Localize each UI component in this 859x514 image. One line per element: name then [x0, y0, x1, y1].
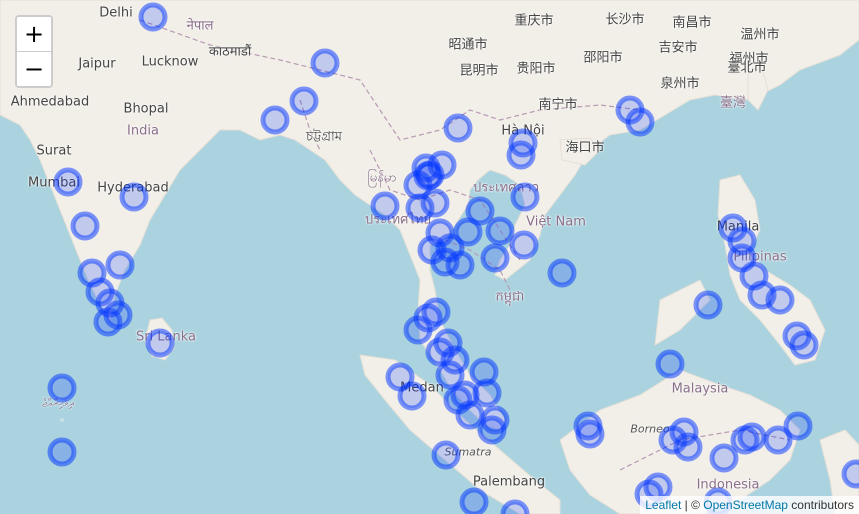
label-changsha: 长沙市: [605, 12, 645, 28]
label-nanchang: 南昌市: [672, 15, 712, 31]
label-guiyang: 贵阳市: [516, 61, 556, 77]
label-myanmar: မြန်မာ: [367, 170, 397, 186]
zoom-out-button[interactable]: −: [17, 51, 51, 86]
circle-marker-45[interactable]: [397, 381, 427, 411]
circle-marker-26[interactable]: [370, 191, 400, 221]
zoom-in-button[interactable]: +: [17, 17, 51, 51]
label-taiwan: 臺灣: [719, 95, 747, 111]
label-wenzhou: 温州市: [740, 27, 780, 43]
label-jaipur: Jaipur: [78, 56, 116, 72]
label-cambodia: កម្ពុជា: [495, 289, 525, 305]
attribution: Leaflet | © OpenStreetMap contributors: [640, 496, 859, 514]
circle-marker-83[interactable]: [440, 345, 470, 375]
label-chattogram: চট্টগ্রাম: [306, 129, 342, 145]
circle-marker-21[interactable]: [47, 437, 77, 467]
circle-marker-2[interactable]: [310, 48, 340, 78]
circle-marker-65[interactable]: [709, 443, 739, 473]
circle-marker-84[interactable]: [450, 380, 480, 410]
label-malaysia: Malaysia: [671, 381, 729, 397]
label-india: India: [127, 123, 159, 139]
circle-marker-14[interactable]: [105, 250, 135, 280]
circle-marker-41[interactable]: [413, 303, 443, 333]
circle-marker-12[interactable]: [70, 211, 100, 241]
label-nepal: नेपाल: [186, 18, 214, 34]
label-nanning: 南宁市: [538, 97, 578, 113]
circle-marker-62[interactable]: [730, 425, 760, 455]
label-kunming: 昆明市: [459, 63, 499, 79]
zoom-control: + −: [15, 15, 53, 88]
attribution-separator: | ©: [681, 498, 704, 512]
circle-marker-10[interactable]: [53, 167, 83, 197]
label-sumatra: Sumatra: [444, 445, 492, 459]
circle-marker-75[interactable]: [789, 330, 819, 360]
label-shaoyang: 邵阳市: [583, 50, 623, 66]
label-zhaotong: 昭通市: [448, 37, 488, 53]
circle-marker-3[interactable]: [289, 86, 319, 116]
label-hyderabad: Hyderabad: [97, 180, 169, 196]
label-ahmedabad: Ahmedabad: [10, 94, 90, 110]
circle-marker-79[interactable]: [841, 459, 859, 489]
openstreetmap-link[interactable]: OpenStreetMap: [703, 498, 788, 512]
circle-marker-81[interactable]: [417, 235, 447, 265]
label-delhi: Delhi: [99, 5, 133, 21]
circle-marker-59[interactable]: [673, 432, 703, 462]
circle-marker-33[interactable]: [485, 216, 515, 246]
circle-marker-52[interactable]: [477, 415, 507, 445]
label-indonesia: Indonesia: [696, 477, 760, 493]
label-borneo: Borneo: [630, 422, 670, 436]
circle-marker-19[interactable]: [145, 328, 175, 358]
label-maldives: ދިވެހިރާއްޖެ: [42, 396, 74, 410]
circle-marker-37[interactable]: [480, 243, 510, 273]
circle-marker-29[interactable]: [465, 196, 495, 226]
circle-marker-20[interactable]: [47, 373, 77, 403]
label-jian: 吉安市: [658, 40, 698, 56]
circle-marker-72[interactable]: [693, 290, 723, 320]
circle-marker-54[interactable]: [459, 487, 489, 514]
circle-marker-47[interactable]: [469, 357, 499, 387]
circle-marker-30[interactable]: [510, 182, 540, 212]
circle-marker-73[interactable]: [655, 349, 685, 379]
label-surat: Surat: [36, 143, 72, 159]
circle-marker-53[interactable]: [431, 440, 461, 470]
circle-marker-80[interactable]: [413, 161, 443, 191]
circle-marker-64[interactable]: [783, 411, 813, 441]
attribution-suffix: contributors: [787, 498, 854, 512]
circle-marker-82[interactable]: [445, 250, 475, 280]
circle-marker-71[interactable]: [765, 285, 795, 315]
label-lucknow: Lucknow: [141, 54, 199, 70]
circle-marker-38[interactable]: [547, 258, 577, 288]
leaflet-link[interactable]: Leaflet: [645, 498, 682, 512]
circle-marker-5[interactable]: [443, 113, 473, 143]
circle-marker-34[interactable]: [509, 230, 539, 260]
circle-marker-57[interactable]: [575, 419, 605, 449]
label-quanzhou: 泉州市: [660, 76, 700, 92]
circle-marker-4[interactable]: [260, 105, 290, 135]
circle-marker-55[interactable]: [500, 499, 530, 514]
circle-marker-11[interactable]: [119, 182, 149, 212]
label-taipei: 臺北市: [727, 60, 767, 76]
circle-marker-1[interactable]: [138, 2, 168, 32]
label-kathmandu: काठमाडौं: [208, 44, 252, 60]
label-chongqing: 重庆市: [514, 13, 554, 29]
label-vietnam: Việt Nam: [526, 214, 586, 230]
circle-marker-28[interactable]: [420, 188, 450, 218]
circle-marker-7[interactable]: [506, 140, 536, 170]
circle-marker-18[interactable]: [93, 307, 123, 337]
label-bhopal: Bhopal: [123, 101, 169, 117]
label-fuzhou: 福州市: [729, 51, 769, 67]
circle-marker-9[interactable]: [625, 107, 655, 137]
circle-marker-32[interactable]: [453, 217, 483, 247]
label-palembang: Palembang: [472, 474, 546, 490]
circle-marker-60[interactable]: [658, 425, 688, 455]
circle-marker-63[interactable]: [763, 425, 793, 455]
label-haikou: 海口市: [565, 140, 605, 156]
circle-marker-43[interactable]: [425, 337, 455, 367]
